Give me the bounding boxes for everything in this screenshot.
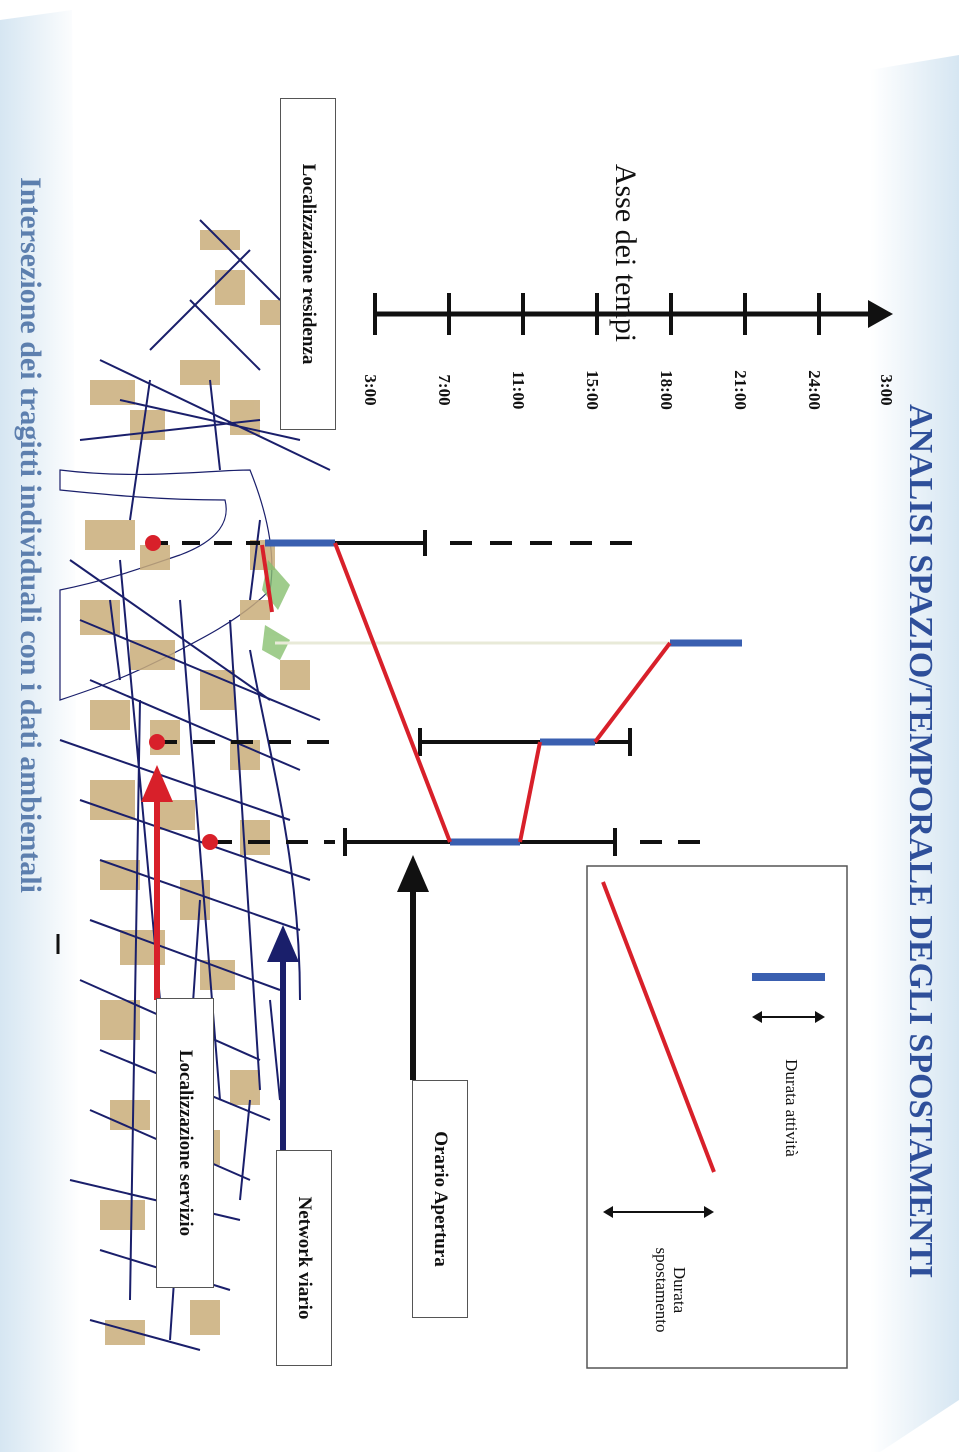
- legend-activity-label: Durata attività: [782, 1059, 801, 1157]
- time-axis-title: Asse dei tempi: [609, 163, 642, 343]
- river: [59, 469, 273, 701]
- travel-segment: [333, 542, 452, 843]
- service-label-box: [156, 998, 214, 1288]
- travel-segment: [518, 741, 542, 843]
- localizzazione-servizio-arrow: [141, 765, 173, 1000]
- residence-label-box: [280, 98, 336, 430]
- legend-travel-label: Durata spostamento: [648, 1220, 689, 1360]
- title-band: [870, 55, 959, 1452]
- location-row-4: [202, 828, 712, 856]
- location-row-3: [149, 728, 632, 756]
- opening-label-box: [412, 1080, 468, 1318]
- local-path: [260, 544, 274, 613]
- tick-label: 11:00: [509, 370, 528, 410]
- space-time-path: [260, 542, 672, 843]
- location-point: [149, 734, 165, 750]
- orario-apertura-arrow: [397, 855, 429, 1080]
- travel-segment: [593, 641, 672, 744]
- opening-label: Orario Apertura: [430, 1131, 451, 1267]
- tick-label: 21:00: [731, 370, 750, 410]
- tick-label: 3:00: [361, 374, 380, 406]
- legend-travel-swatch: [601, 881, 716, 1173]
- service-label: Localizzazione servizio: [175, 1049, 196, 1237]
- location-row-1: [145, 530, 650, 556]
- legend-travel-label-line2: spostamento: [652, 1247, 671, 1333]
- legend-travel-label-line1: Durata: [670, 1266, 689, 1314]
- time-axis-arrowhead: [868, 300, 893, 328]
- network-label-box: [276, 1150, 332, 1366]
- time-axis: [373, 293, 893, 335]
- tick-label: 7:00: [435, 374, 454, 406]
- tick-label: 18:00: [657, 370, 676, 410]
- network-viario-arrow: [267, 925, 299, 1150]
- time-axis-ticks: [373, 293, 821, 335]
- page-subtitle: Intersezione dei tragitti individuali co…: [14, 177, 47, 893]
- tick-label: 24:00: [805, 370, 824, 410]
- subtitle-band: [0, 10, 80, 1452]
- legend: [586, 865, 848, 1369]
- residence-label: Localizzazione residenza: [298, 163, 319, 365]
- page-title: ANALISI SPAZIO/TEMPORALE DEGLI SPOSTAMEN…: [902, 404, 939, 1279]
- tick-label: 3:00: [877, 374, 896, 406]
- location-point: [202, 834, 218, 850]
- tick-label: 15:00: [583, 370, 602, 410]
- location-point: [145, 535, 161, 551]
- network-label: Network viario: [294, 1196, 315, 1320]
